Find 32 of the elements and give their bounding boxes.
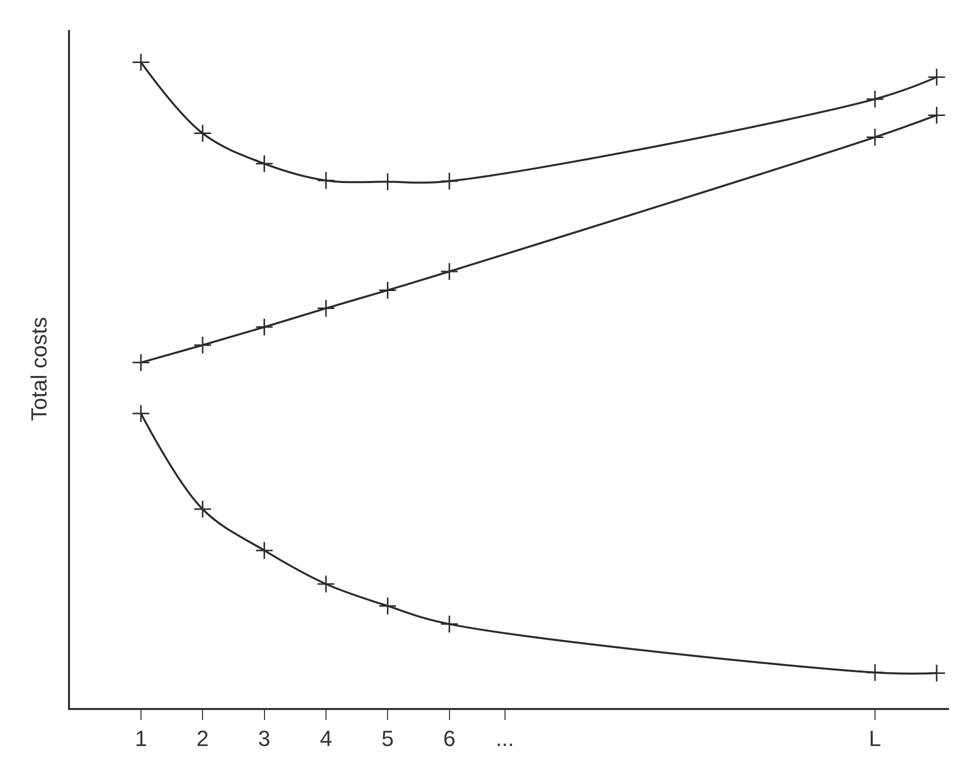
point (378, 596, 397, 616)
x-tick-label: 4 (320, 726, 332, 752)
point (866, 90, 884, 108)
point (255, 318, 274, 336)
point (440, 262, 459, 281)
point (132, 53, 150, 72)
x-tick-label: 6 (443, 726, 456, 752)
point (132, 353, 150, 372)
point (132, 404, 150, 423)
x-tick-label: 1 (134, 726, 148, 752)
point (928, 68, 946, 86)
point (316, 574, 336, 594)
x-tick-label: L (868, 726, 882, 752)
point (193, 500, 212, 518)
point (440, 172, 459, 190)
x-tick-label: 2 (196, 726, 209, 752)
point (316, 299, 336, 318)
point (193, 124, 212, 142)
point (928, 664, 946, 682)
point (255, 154, 274, 173)
y-axis-title: Total costs (26, 317, 52, 421)
x-tick-label: 5 (382, 726, 394, 752)
point (255, 541, 274, 560)
point (928, 106, 946, 124)
point (378, 281, 397, 300)
x-tick-label: 3 (258, 726, 270, 752)
point (440, 614, 459, 634)
point (193, 336, 212, 354)
x-tick-label: ... (496, 726, 514, 752)
point (316, 171, 336, 190)
point (866, 128, 884, 146)
point (866, 663, 884, 682)
